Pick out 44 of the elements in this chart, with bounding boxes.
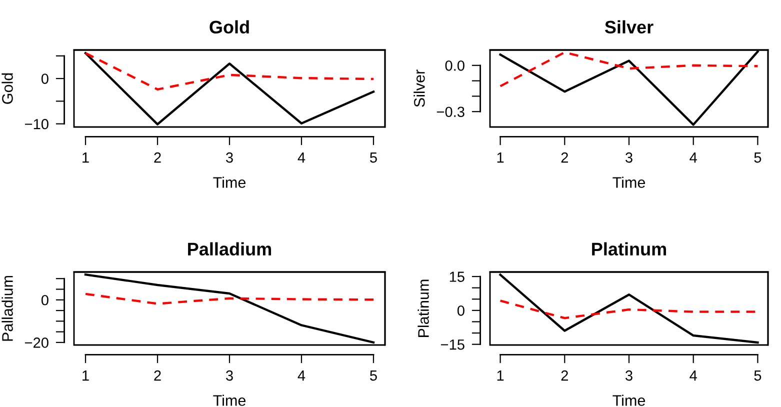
x-axis-title: Time: [612, 176, 646, 188]
x-axis-title: Time: [213, 394, 246, 406]
y-axis-title: Platinum: [418, 280, 429, 337]
x-tick-label: 3: [226, 370, 233, 381]
line-series: [499, 51, 759, 88]
line-series: [84, 52, 375, 91]
x-tick-label: 1: [497, 370, 504, 381]
x-tick-label: 4: [690, 370, 697, 381]
x-tick-label: 3: [626, 370, 632, 381]
chart-title: Palladium: [188, 242, 272, 256]
y-tick-label: 0: [457, 306, 464, 316]
x-tick-label: 2: [561, 152, 568, 163]
chart-title: Silver: [604, 20, 654, 34]
y-axis-title: Palladium: [2, 276, 13, 341]
x-tick-label: 5: [370, 152, 377, 163]
x-tick-label: 2: [154, 370, 161, 381]
y-tick-label: −10: [24, 118, 48, 130]
x-tick-label: 2: [154, 152, 161, 163]
x-tick-label: 3: [226, 152, 233, 163]
y-tick-label: 0: [41, 294, 48, 306]
x-tick-label: 5: [754, 152, 762, 163]
x-tick-label: 1: [497, 152, 504, 163]
line-series: [84, 292, 375, 305]
chart-title: Gold: [210, 20, 249, 34]
y-axis-title: Gold: [2, 73, 13, 104]
y-axis-title: Silver: [414, 70, 425, 107]
x-tick-label: 2: [561, 370, 568, 381]
x-tick-label: 3: [626, 152, 632, 163]
y-tick-label: 0.0: [445, 60, 464, 71]
x-tick-label: 1: [82, 152, 89, 163]
x-tick-label: 4: [298, 152, 306, 163]
chart-title: Platinum: [592, 242, 666, 256]
x-axis-title: Time: [612, 394, 646, 406]
y-tick-label: −0.3: [436, 106, 464, 118]
x-tick-label: 1: [82, 370, 89, 381]
y-tick-label: 15: [450, 272, 464, 282]
y-tick-label: 0: [41, 74, 48, 84]
x-tick-label: 5: [754, 370, 762, 381]
y-tick-label: −20: [24, 338, 48, 348]
y-tick-label: −15: [440, 340, 464, 350]
x-tick-label: 4: [298, 370, 306, 381]
x-tick-label: 4: [690, 152, 697, 163]
x-tick-label: 5: [370, 370, 377, 381]
x-axis-title: Time: [213, 176, 246, 188]
